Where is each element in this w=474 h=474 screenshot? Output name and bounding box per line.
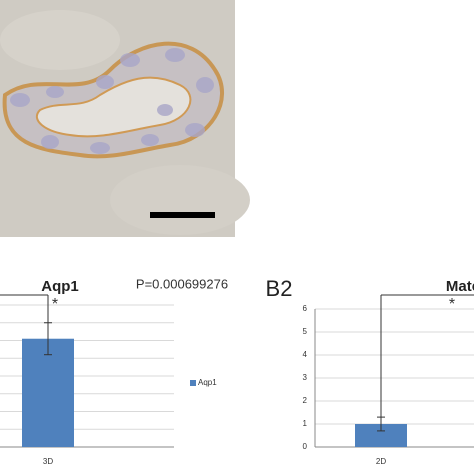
chart-title: Aqp1 [41, 278, 79, 295]
y-tick-label: 0 [303, 442, 308, 451]
significance: * [449, 296, 455, 313]
y-tick-label: 4 [303, 350, 308, 359]
bar [355, 424, 407, 447]
y-tick-label: 2 [303, 396, 308, 405]
legend-label: Aqp1 [198, 378, 217, 387]
x-tick-label: 2D [376, 457, 386, 466]
y-tick-label: 3 [303, 373, 308, 382]
figure-label: B2 [266, 276, 293, 301]
y-tick-label: 1 [303, 419, 308, 428]
x-tick-label: 3D [43, 457, 53, 466]
histology-image [0, 0, 250, 237]
bar [22, 338, 74, 447]
significance: * [52, 296, 58, 313]
p-value: P=0.000699276 [136, 276, 228, 291]
y-tick-label: 6 [303, 304, 308, 313]
y-tick-label: 5 [303, 327, 308, 336]
chart-title: Mate [446, 278, 474, 295]
legend-swatch [190, 380, 196, 386]
